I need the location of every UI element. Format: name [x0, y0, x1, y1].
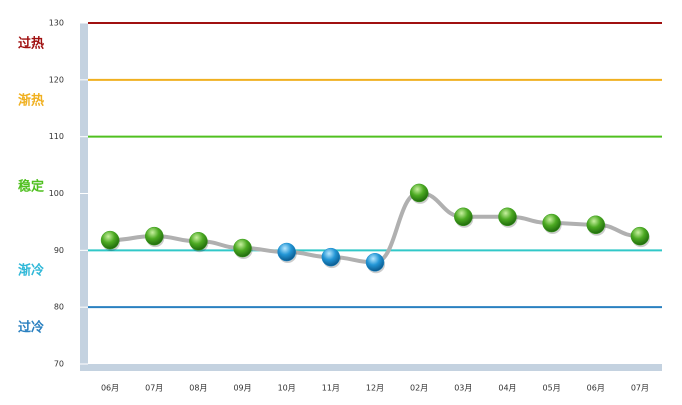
marker — [321, 247, 341, 267]
y-tick-label: 100 — [49, 189, 64, 198]
x-tick-label: 10月 — [278, 384, 296, 393]
x-tick-label: 11月 — [322, 384, 340, 393]
zone-label: 稳定 — [18, 179, 44, 195]
marker — [100, 230, 120, 250]
marker — [409, 183, 429, 203]
y-tick-label: 110 — [49, 132, 64, 141]
zone-label: 渐热 — [18, 93, 44, 109]
x-tick-label: 03月 — [454, 384, 472, 393]
x-tick-label: 02月 — [410, 384, 428, 393]
marker — [189, 231, 208, 251]
marker — [277, 242, 296, 262]
marker — [630, 226, 650, 246]
zone-label: 过冷 — [18, 320, 44, 336]
marker — [454, 207, 473, 227]
y-tick-label: 90 — [54, 246, 64, 255]
x-tick-label: 08月 — [189, 384, 207, 393]
x-tick-label: 07月 — [631, 384, 649, 393]
zone-label: 过热 — [18, 36, 44, 52]
y-tick-label: 80 — [54, 303, 64, 312]
marker — [233, 238, 252, 258]
y-tick-label: 120 — [49, 75, 64, 84]
y-tick-label: 70 — [54, 360, 64, 369]
marker — [586, 215, 606, 235]
marker — [144, 226, 164, 246]
x-tick-label: 05月 — [543, 384, 561, 393]
marker — [365, 253, 385, 272]
marker — [498, 207, 517, 227]
x-tick-label: 07月 — [145, 384, 163, 393]
x-tick-label: 06月 — [101, 384, 119, 393]
x-axis-bar — [80, 364, 662, 371]
x-tick-label: 12月 — [366, 384, 384, 393]
x-tick-label: 06月 — [587, 384, 605, 393]
x-tick-label: 09月 — [233, 384, 251, 393]
marker — [542, 213, 561, 233]
x-tick-label: 04月 — [498, 384, 516, 393]
zone-label: 渐冷 — [18, 263, 44, 279]
y-axis-bar — [80, 23, 88, 370]
y-tick-label: 130 — [49, 19, 64, 28]
